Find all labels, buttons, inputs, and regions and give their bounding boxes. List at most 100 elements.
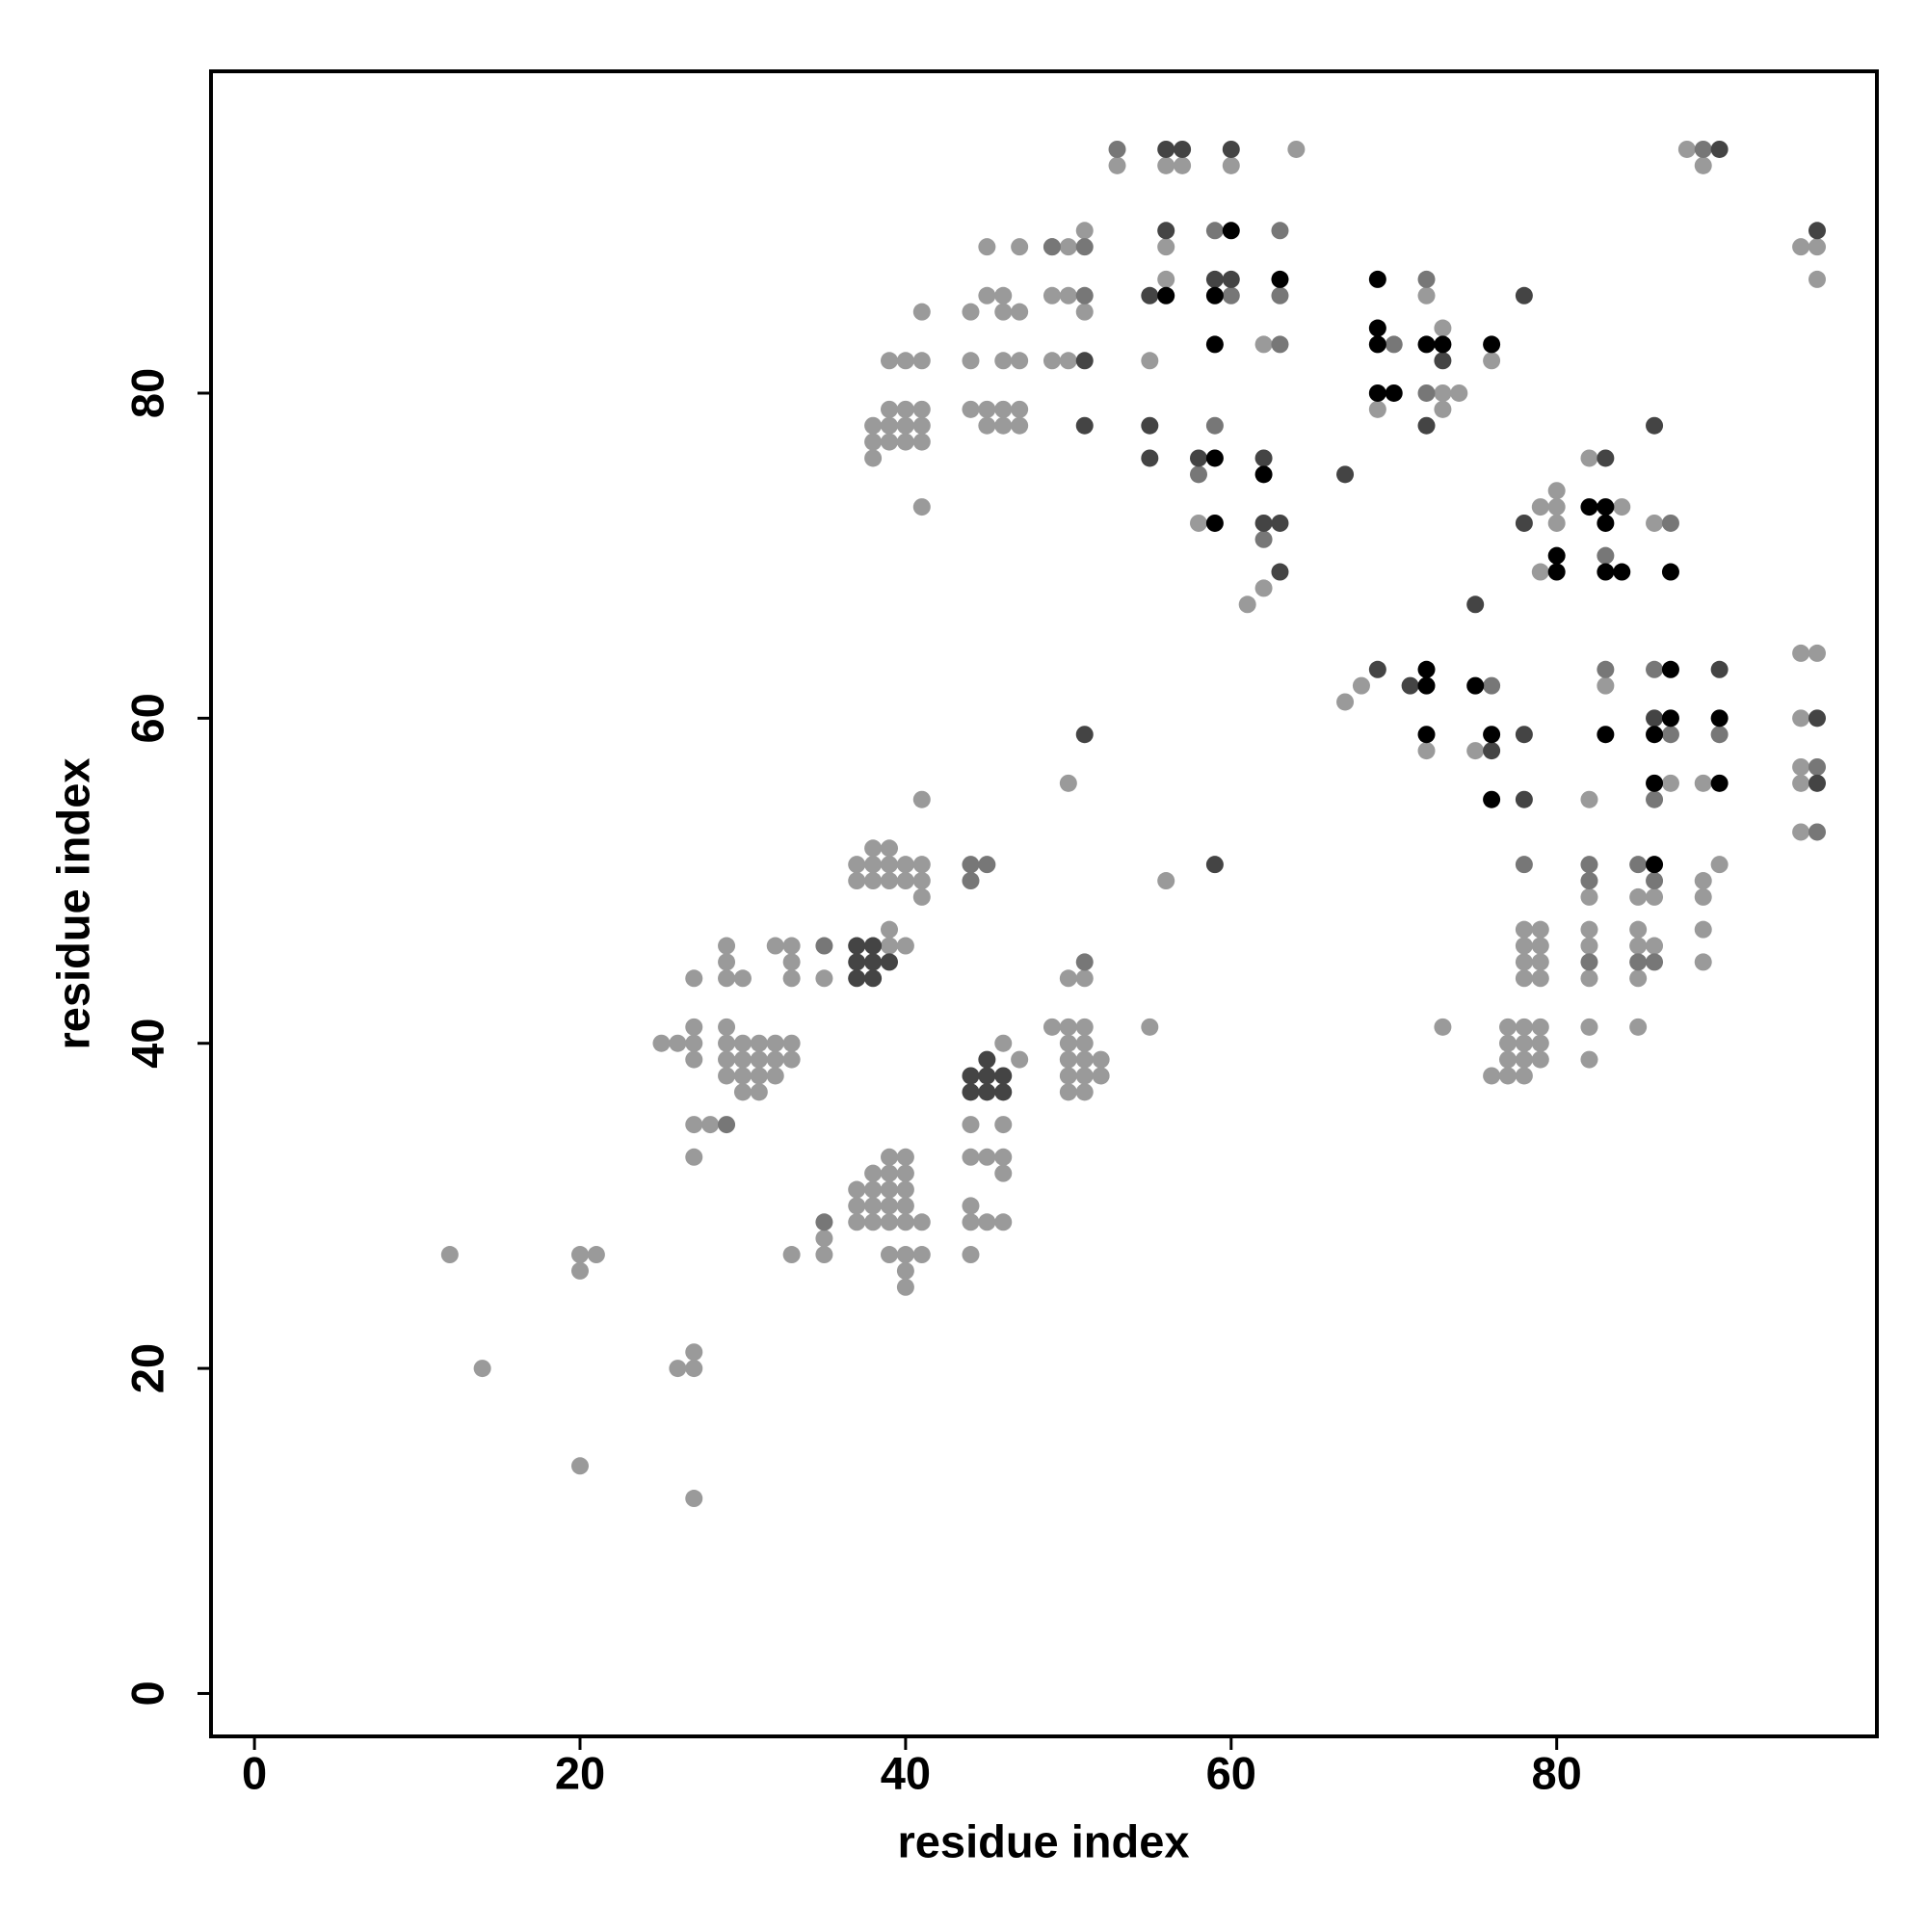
point <box>750 1083 768 1101</box>
point <box>962 1116 980 1134</box>
point <box>1157 286 1175 304</box>
point <box>1808 270 1826 288</box>
point <box>881 1164 899 1182</box>
point <box>848 856 866 874</box>
point <box>1646 660 1664 678</box>
point <box>1694 953 1712 971</box>
point <box>864 969 883 988</box>
point <box>881 1213 899 1231</box>
point <box>718 937 736 955</box>
point <box>881 839 899 858</box>
point <box>733 1050 752 1069</box>
point <box>962 352 980 370</box>
point <box>1498 1067 1517 1085</box>
point <box>1677 140 1696 158</box>
point <box>1092 1050 1110 1069</box>
point <box>1547 563 1566 581</box>
point <box>1629 969 1648 988</box>
point <box>978 400 996 418</box>
point <box>718 1018 736 1036</box>
point <box>718 953 736 971</box>
point <box>896 416 914 435</box>
point <box>1157 238 1175 256</box>
point <box>1141 449 1159 467</box>
point <box>1434 1018 1452 1036</box>
point <box>962 872 980 890</box>
point <box>1434 352 1452 370</box>
point <box>1515 856 1533 874</box>
point <box>1043 1018 1061 1036</box>
point <box>1515 953 1533 971</box>
x-tick-label: 0 <box>242 1747 267 1798</box>
point <box>1808 222 1826 240</box>
point <box>1059 238 1077 256</box>
point <box>1075 726 1094 744</box>
point <box>912 416 931 435</box>
point <box>1075 1034 1094 1052</box>
point <box>766 937 784 955</box>
point <box>1189 514 1207 532</box>
point <box>1368 660 1386 678</box>
point <box>912 872 931 890</box>
point <box>1075 416 1094 435</box>
point <box>896 433 914 451</box>
point <box>912 790 931 808</box>
point <box>864 872 883 890</box>
point <box>1515 726 1533 744</box>
point <box>994 1213 1013 1231</box>
point <box>896 400 914 418</box>
point <box>1075 1067 1094 1085</box>
y-tick-label: 60 <box>121 693 172 743</box>
point <box>718 1050 736 1069</box>
point <box>962 1246 980 1264</box>
point <box>1075 1018 1094 1036</box>
point <box>1808 709 1826 728</box>
point <box>1157 156 1175 174</box>
point <box>896 872 914 890</box>
point <box>685 1018 703 1036</box>
point <box>718 1067 736 1085</box>
x-tick-label: 40 <box>881 1747 931 1798</box>
point <box>1043 286 1061 304</box>
point <box>1646 887 1664 906</box>
point <box>782 1246 801 1264</box>
point <box>1368 400 1386 418</box>
point <box>1792 238 1810 256</box>
point <box>1694 156 1712 174</box>
point <box>718 1116 736 1134</box>
x-tick-label: 20 <box>555 1747 605 1798</box>
point <box>782 937 801 955</box>
point <box>912 352 931 370</box>
point <box>1075 1050 1094 1069</box>
point <box>587 1246 605 1264</box>
point <box>1417 726 1436 744</box>
point <box>1597 514 1615 532</box>
point <box>1629 856 1648 874</box>
point <box>1222 140 1240 158</box>
point <box>1075 969 1094 988</box>
point <box>1466 676 1485 695</box>
point <box>1238 595 1256 614</box>
y-tick-label: 20 <box>121 1343 172 1393</box>
point <box>1141 416 1159 435</box>
point <box>1368 270 1386 288</box>
point <box>881 433 899 451</box>
point <box>1254 579 1273 597</box>
point <box>1450 384 1468 402</box>
point <box>1254 514 1273 532</box>
point <box>1434 384 1452 402</box>
point <box>1597 563 1615 581</box>
point <box>1808 757 1826 776</box>
point <box>1483 726 1501 744</box>
point <box>1792 644 1810 662</box>
point <box>1011 303 1029 321</box>
point <box>1205 222 1224 240</box>
point <box>1417 335 1436 354</box>
point <box>1515 1050 1533 1069</box>
point <box>881 872 899 890</box>
point <box>962 856 980 874</box>
point <box>1011 416 1029 435</box>
point <box>1205 514 1224 532</box>
point <box>685 1034 703 1052</box>
